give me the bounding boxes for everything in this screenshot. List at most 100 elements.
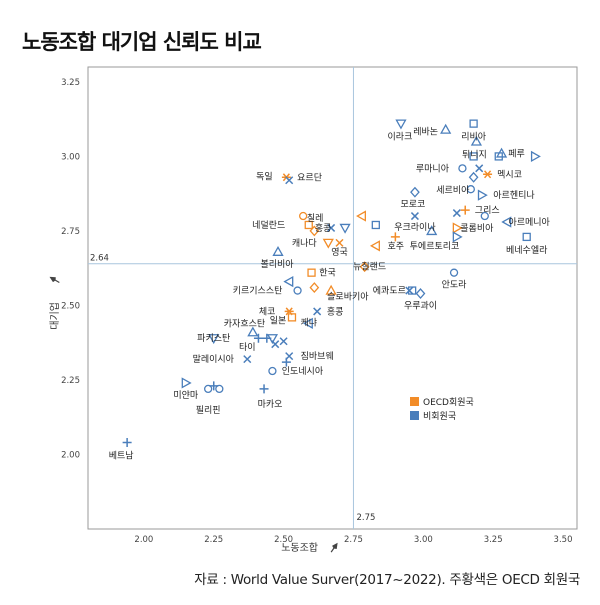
chart-title: 노동조합 대기업 신뢰도 비교	[22, 30, 262, 54]
data-point	[369, 240, 380, 252]
data-point	[449, 268, 459, 277]
point-label: 케냐	[300, 317, 317, 328]
point-label: 슬로바키아	[327, 292, 369, 303]
point-label: 타이	[239, 342, 256, 353]
ref-y-label: 2.64	[90, 254, 109, 264]
data-point	[279, 337, 288, 346]
data-point	[522, 232, 531, 242]
point-label: 홍콩	[327, 305, 344, 317]
data-point	[307, 268, 316, 277]
data-point	[122, 438, 132, 448]
data-point	[475, 164, 484, 173]
x-tick-label: 3.00	[414, 535, 433, 545]
ref-x-label: 2.75	[356, 513, 375, 523]
data-point	[325, 284, 337, 295]
legend-label: 비회원국	[423, 411, 456, 422]
source-note: 자료 : World Value Surver(2017~2022). 주황색은…	[194, 572, 580, 588]
point-label: 파키스탄	[197, 333, 230, 344]
point-label: 일본	[270, 315, 287, 326]
point-label: 미얀마	[173, 389, 199, 401]
data-point	[452, 231, 463, 243]
point-label: 멕시코	[497, 169, 522, 180]
data-point	[313, 307, 322, 316]
data-point	[253, 333, 263, 343]
data-point	[452, 209, 461, 218]
data-point	[477, 189, 488, 201]
x-tick-label: 2.00	[134, 535, 153, 545]
x-tick-label: 2.75	[344, 535, 363, 545]
x-tick-label: 2.50	[274, 535, 293, 545]
point-label: 우크라이나	[394, 222, 435, 233]
data-point	[468, 171, 479, 183]
data-point	[483, 170, 493, 179]
data-points	[122, 119, 541, 448]
point-label: 홍콩	[315, 222, 332, 234]
point-label: 필리핀	[196, 404, 221, 416]
point-label: 인도네시아	[282, 366, 324, 377]
data-point	[356, 210, 366, 222]
data-point	[309, 225, 320, 237]
point-label: 키르기스스탄	[233, 286, 283, 297]
data-point	[530, 150, 541, 163]
point-label: 레바논	[413, 127, 438, 138]
point-label: 아르메니아	[508, 217, 550, 228]
data-point	[339, 223, 351, 234]
data-point	[299, 211, 308, 221]
data-point	[426, 225, 438, 236]
x-axis-label: 노동조합	[281, 542, 318, 554]
point-label: 에콰도르	[373, 286, 406, 297]
x-axis: 2.00 2.25 2.50 2.75 3.00 3.25 3.50	[134, 535, 572, 545]
y-axis: 2.00 2.25 2.50 2.75 3.00 3.25	[61, 78, 80, 461]
point-label: 카자흐스탄	[224, 318, 265, 329]
data-point	[452, 222, 463, 234]
point-label: 콜롬비아	[460, 223, 494, 234]
point-label: 호주	[388, 241, 405, 252]
data-point	[440, 123, 452, 134]
point-label: 캐나다	[292, 238, 318, 249]
point-label: 요르단	[297, 172, 322, 183]
data-point	[287, 313, 297, 322]
x-tick-label: 2.25	[204, 535, 223, 545]
data-point	[470, 135, 483, 146]
data-point	[283, 275, 294, 288]
data-point	[460, 205, 470, 215]
x-tick-label: 3.25	[484, 535, 503, 545]
y-axis-label: 대기업	[48, 302, 61, 330]
data-point	[266, 334, 279, 345]
point-label: 우루과이	[404, 300, 437, 311]
data-point	[469, 152, 478, 161]
data-point	[405, 286, 414, 295]
point-label: 투에르토리코	[410, 241, 460, 252]
data-point	[181, 377, 192, 389]
point-label: 독일	[256, 171, 273, 182]
data-point	[293, 286, 302, 295]
y-tick-label: 3.00	[61, 152, 80, 162]
point-label: 짐바브웨	[301, 350, 334, 362]
point-label: 아르헨티나	[493, 189, 534, 201]
data-point	[268, 366, 277, 376]
point-label: 리비아	[461, 132, 487, 143]
data-point	[281, 357, 291, 367]
data-point	[204, 384, 213, 394]
data-point	[359, 261, 370, 273]
point-label: 세르비아	[436, 185, 470, 196]
point-label: 말레이시아	[193, 353, 235, 365]
y-tick-label: 2.00	[61, 450, 80, 460]
point-label: 안도라	[442, 280, 468, 291]
data-point	[395, 119, 407, 130]
y-tick-label: 2.25	[61, 376, 80, 386]
point-label: 튀니지	[462, 149, 487, 161]
data-point	[259, 384, 269, 394]
data-point	[271, 340, 280, 349]
point-label: 칠레	[307, 213, 324, 224]
point-label: 네덜란드	[252, 219, 285, 231]
data-point	[410, 186, 420, 198]
point-label: 뉴질랜드	[353, 261, 386, 273]
point-label: 베네수엘라	[506, 245, 548, 256]
point-label: 영국	[331, 247, 348, 258]
y-tick-label: 3.25	[61, 78, 80, 88]
legend-swatch	[410, 397, 419, 406]
